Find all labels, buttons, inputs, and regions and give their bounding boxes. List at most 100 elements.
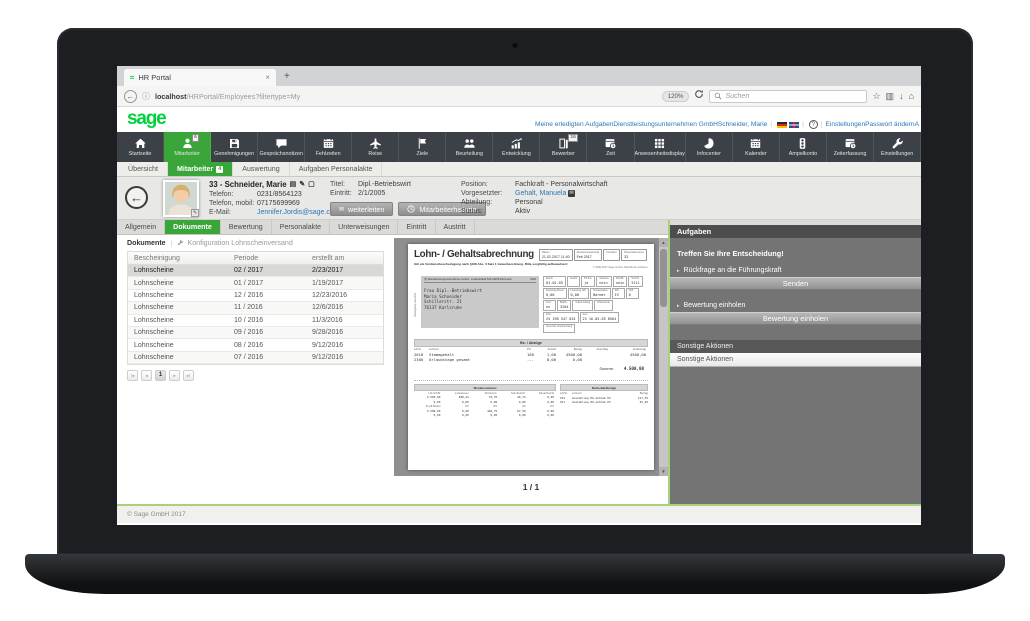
nav-item[interactable]: Startseite — [117, 132, 165, 162]
prev-page-button[interactable]: ◂ — [141, 370, 152, 382]
subnav-item[interactable]: Auswertung — [233, 162, 290, 176]
documents-table: Bescheinigung Periode erstellt am Lohnsc… — [127, 251, 384, 366]
top-link[interactable]: A — [914, 121, 919, 128]
document-row[interactable]: Lohnscheine 09 / 2016 9/28/2016 — [128, 326, 383, 340]
be-abzuege-table: LA/St Lohnart PS Anzahl Betrag Zuschlag Endbet… — [414, 347, 646, 362]
last-page-button[interactable]: ▸| — [183, 370, 194, 382]
nav-item[interactable]: Anwesenheitsdisplay — [635, 132, 686, 162]
browser-tabstrip: ≈ HR Portal × + — [117, 66, 921, 86]
german-flag-icon[interactable] — [777, 121, 788, 128]
legend-rule — [414, 380, 648, 381]
site-info-icon[interactable]: ⓘ — [142, 91, 150, 101]
new-tab-button[interactable]: + — [284, 70, 290, 82]
nav-item[interactable]: Mitarbeiter 6 — [164, 132, 212, 162]
document-row[interactable]: Lohnscheine 08 / 2016 9/12/2016 — [128, 339, 383, 352]
subnav-item[interactable]: Mitarbeiter 4 — [167, 162, 234, 176]
close-tab-icon[interactable]: × — [265, 73, 270, 82]
doc-period: 12 / 2016 — [234, 291, 264, 299]
first-page-button[interactable]: |◂ — [127, 370, 138, 382]
back-circle-button[interactable]: ← — [125, 186, 148, 209]
email-link[interactable]: Jennifer.Jordis@sage.com — [257, 209, 340, 216]
envelope-icon[interactable]: ✉ — [568, 190, 575, 197]
nav-item[interactable]: Kalender — [733, 132, 780, 162]
document-row[interactable]: Lohnscheine 11 / 2016 12/6/2016 — [128, 302, 383, 315]
home-icon[interactable]: ⌂ — [908, 90, 914, 101]
search-input[interactable]: Suchen — [709, 89, 868, 103]
detail-tab[interactable]: Dokumente — [165, 220, 221, 234]
nav-item[interactable]: Infocenter — [686, 132, 733, 162]
option-bewertung[interactable]: ▸ Bewertung einholen — [677, 302, 746, 309]
payslip-config-link[interactable]: Konfiguration Lohnscheinversand — [177, 239, 293, 247]
top-link[interactable]: Schneider, Marie — [717, 121, 768, 128]
detail-tab[interactable]: Unterweisungen — [330, 220, 399, 234]
option-rueckfrage[interactable]: ▸ Rückfrage an die Führungskraft — [677, 267, 782, 274]
edit-photo-icon[interactable]: ✎ — [191, 209, 199, 217]
edit-icon[interactable]: ✎ — [299, 181, 306, 188]
detail-tab[interactable]: Eintritt — [398, 220, 436, 234]
top-link[interactable]: Dienstleistungsunternehmen GmbH — [613, 121, 718, 128]
document-row[interactable]: Lohnscheine 07 / 2016 9/12/2016 — [128, 351, 383, 365]
send-button[interactable]: Senden — [670, 277, 921, 290]
nav-item[interactable]: Zeiterfassung — [827, 132, 875, 162]
netto-table: Netto-Be/Abzüge LA/St Lohnart Betrag 912 Au… — [560, 384, 648, 405]
refresh-icon[interactable] — [694, 89, 704, 103]
top-link[interactable]: Passwort ändern — [865, 121, 915, 128]
subnav-item[interactable]: Aufgaben Personalakte — [290, 162, 383, 176]
scrollbar-thumb[interactable] — [660, 249, 667, 307]
nav-item[interactable]: Ziele — [399, 132, 447, 162]
nav-item[interactable]: Beurteilung — [446, 132, 494, 162]
documents-panel-title: Dokumente — [127, 238, 166, 247]
document-row[interactable]: Lohnscheine 10 / 2016 11/3/2016 — [128, 315, 383, 327]
detail-tab-label: Dokumente — [173, 223, 212, 231]
nav-item[interactable]: Ampelkonto — [780, 132, 827, 162]
nav-item[interactable]: Einstellungen — [874, 132, 921, 162]
scroll-down-icon[interactable]: ▼ — [659, 467, 668, 476]
document-row[interactable]: Lohnscheine 01 / 2017 1/19/2017 — [128, 277, 383, 290]
nav-item[interactable]: Gesprächsnotizen — [258, 132, 306, 162]
document-row[interactable]: Lohnscheine 02 / 2017 2/23/2017 — [128, 265, 383, 278]
nav-item-label: Zeit — [605, 151, 615, 157]
back-button[interactable]: ← — [124, 89, 137, 103]
library-icon[interactable]: ▥ — [885, 90, 895, 101]
nav-item[interactable]: Zeit — [587, 132, 635, 162]
pdf-scrollbar[interactable]: ▲ ▼ — [659, 238, 668, 476]
top-link[interactable]: Meine erledigten Aufgaben — [534, 121, 614, 128]
nav-item[interactable]: Genehmigungen — [211, 132, 259, 162]
next-page-button[interactable]: ▸ — [169, 370, 180, 382]
col-bescheinigung[interactable]: Bescheinigung — [134, 254, 180, 262]
address-bar[interactable]: localhost/HRPortal/Employees?filtertype=… — [155, 92, 300, 101]
nav-item[interactable]: Fehlzeiten — [305, 132, 353, 162]
doc-created: 9/12/2016 — [312, 353, 344, 361]
scroll-up-icon[interactable]: ▲ — [659, 238, 668, 247]
zoom-level-badge[interactable]: 120% — [661, 90, 690, 102]
subnav-item[interactable]: Übersicht — [119, 162, 168, 176]
payslip-copyright: © 1996-2017 Sage GmbH. Nachdruck verbote… — [592, 266, 648, 269]
english-flag-icon[interactable] — [789, 121, 800, 128]
detail-tab[interactable]: Personalakte — [272, 220, 331, 234]
forward-button[interactable]: ✉ weiterleiten — [330, 202, 394, 216]
detail-tab[interactable]: Allgemein — [117, 220, 166, 234]
help-icon[interactable]: ? — [808, 120, 818, 129]
browser-tab[interactable]: ≈ HR Portal × — [124, 69, 276, 86]
current-page-button[interactable]: 1 — [155, 370, 166, 382]
page-icon[interactable]: ▢ — [308, 181, 315, 188]
nav-item[interactable]: Entwicklung — [493, 132, 541, 162]
nav-item[interactable]: Reise — [352, 132, 400, 162]
employee-photo: ✎ — [163, 180, 199, 217]
notes-icon[interactable]: ▤ — [289, 181, 297, 188]
other-actions-dropdown[interactable]: Sonstige Aktionen — [670, 353, 921, 367]
detail-tab[interactable]: Bewertung — [221, 220, 272, 234]
col-erstellt-am[interactable]: erstellt am — [312, 254, 345, 262]
download-icon[interactable]: ↓ — [899, 90, 904, 101]
request-review-button[interactable]: Bewertung einholen — [670, 312, 921, 325]
subnav-item-label: Mitarbeiter — [176, 165, 214, 173]
supervisor-link[interactable]: Gehalt, Manuela — [515, 190, 567, 197]
bookmark-star-icon[interactable]: ☆ — [872, 90, 881, 101]
doc-period: 08 / 2016 — [234, 341, 264, 349]
top-link[interactable]: Einstellungen — [825, 121, 866, 128]
nav-item-label: Mitarbeiter — [174, 151, 200, 157]
detail-tab[interactable]: Austritt — [436, 220, 475, 234]
document-row[interactable]: Lohnscheine 12 / 2016 12/23/2016 — [128, 290, 383, 303]
nav-item[interactable]: Bewerber 16 — [540, 132, 588, 162]
col-periode[interactable]: Periode — [234, 254, 259, 262]
